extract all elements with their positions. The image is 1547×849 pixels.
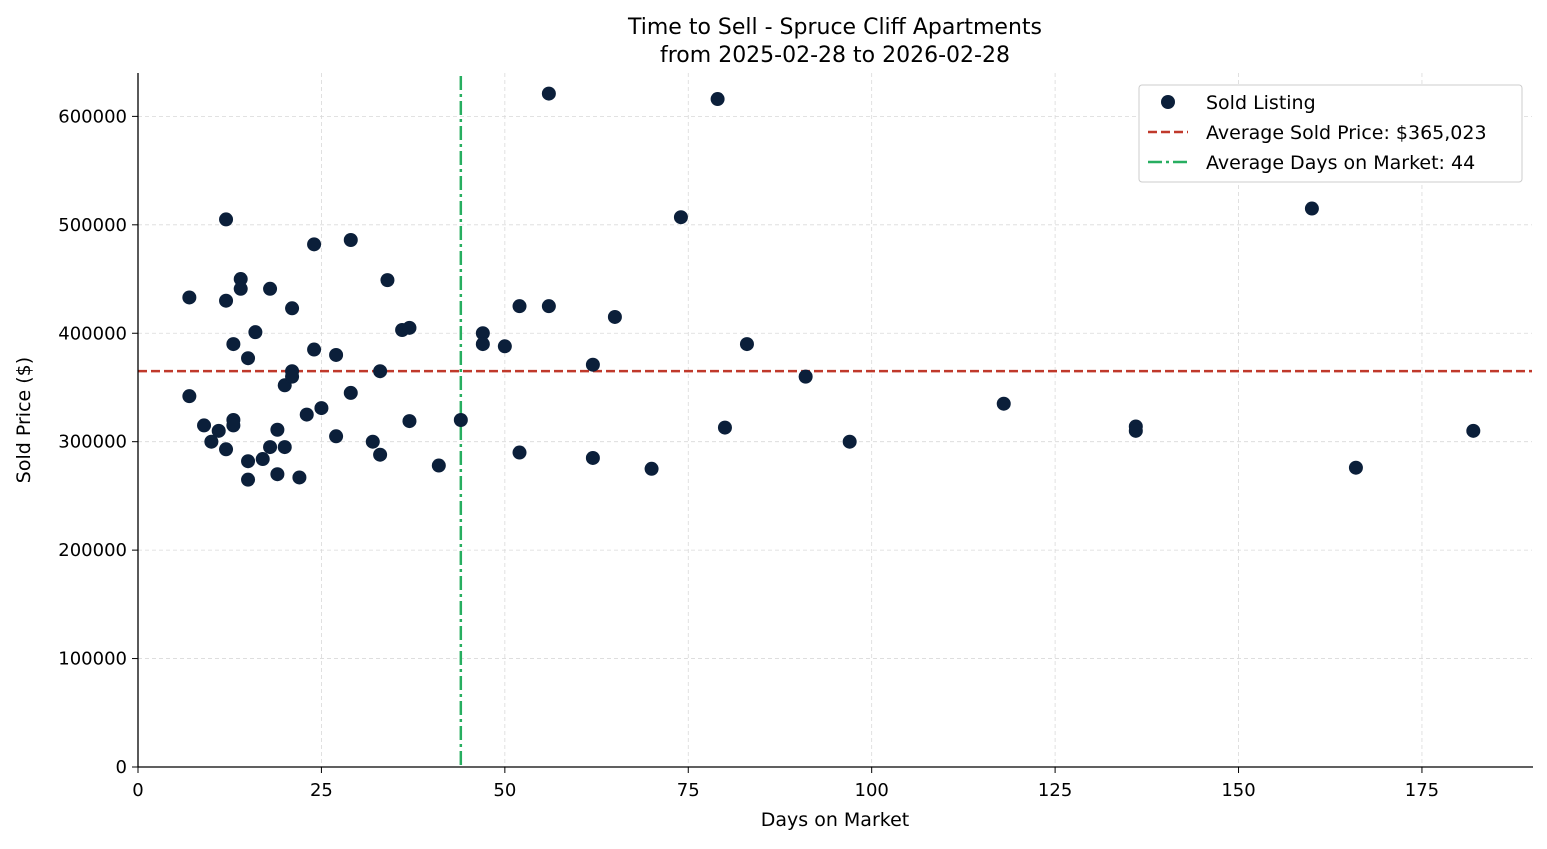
x-tick-label: 125 bbox=[1038, 780, 1072, 801]
data-point bbox=[182, 290, 197, 305]
points bbox=[182, 86, 1481, 487]
data-point bbox=[233, 281, 248, 296]
data-point bbox=[248, 325, 263, 340]
data-point bbox=[497, 339, 512, 354]
data-point bbox=[197, 418, 212, 433]
x-tick-label: 25 bbox=[310, 780, 333, 801]
x-tick-label: 50 bbox=[493, 780, 516, 801]
data-point bbox=[263, 440, 278, 455]
x-tick-label: 175 bbox=[1405, 780, 1439, 801]
data-point bbox=[241, 351, 256, 366]
data-point bbox=[1128, 423, 1143, 438]
data-point bbox=[211, 423, 226, 438]
data-point bbox=[292, 470, 307, 485]
data-point bbox=[255, 452, 270, 467]
x-tick-label: 75 bbox=[677, 780, 700, 801]
data-point bbox=[329, 429, 344, 444]
y-tick-label: 400000 bbox=[58, 323, 127, 344]
data-point bbox=[204, 434, 219, 449]
data-point bbox=[307, 237, 322, 252]
y-ticks: 0 100000 200000 300000 400000 500000 600000 bbox=[58, 106, 138, 778]
legend-marker-sold bbox=[1161, 95, 1175, 109]
data-point bbox=[270, 467, 285, 482]
chart-subtitle: from 2025-02-28 to 2026-02-28 bbox=[660, 43, 1010, 68]
data-point bbox=[607, 309, 622, 324]
x-axis-label: Days on Market bbox=[761, 809, 909, 831]
data-point bbox=[219, 293, 234, 308]
data-point bbox=[453, 413, 468, 427]
legend-box bbox=[1138, 84, 1523, 183]
data-point bbox=[710, 92, 725, 107]
x-tick-label: 150 bbox=[1221, 780, 1255, 801]
data-point bbox=[226, 418, 241, 433]
data-point bbox=[402, 414, 417, 429]
data-point bbox=[996, 396, 1011, 411]
data-point bbox=[431, 458, 446, 473]
data-point bbox=[644, 461, 659, 476]
data-point bbox=[263, 281, 278, 296]
legend-label-avg-days: Average Days on Market: 44 bbox=[1206, 152, 1475, 174]
data-point bbox=[307, 342, 322, 357]
data-point bbox=[798, 369, 813, 384]
data-point bbox=[1348, 460, 1363, 475]
y-tick-label: 300000 bbox=[58, 432, 127, 453]
data-point bbox=[299, 407, 314, 422]
data-point bbox=[233, 272, 248, 287]
data-point bbox=[673, 210, 688, 225]
data-point bbox=[343, 385, 358, 400]
y-tick-label: 600000 bbox=[58, 106, 127, 127]
legend-label-sold: Sold Listing bbox=[1206, 92, 1316, 114]
data-point bbox=[512, 299, 527, 314]
data-point bbox=[314, 401, 329, 416]
data-point bbox=[512, 445, 527, 460]
data-point bbox=[380, 273, 395, 288]
data-point bbox=[1466, 423, 1481, 438]
data-point bbox=[585, 357, 600, 372]
data-point bbox=[541, 299, 556, 314]
data-point bbox=[343, 232, 358, 247]
data-point bbox=[219, 442, 234, 457]
y-tick-label: 0 bbox=[116, 757, 127, 778]
data-point bbox=[285, 369, 300, 384]
data-point bbox=[182, 389, 197, 404]
data-point bbox=[241, 472, 256, 487]
data-point bbox=[373, 364, 388, 379]
x-tick-label: 0 bbox=[132, 780, 143, 801]
data-point bbox=[219, 212, 234, 227]
y-tick-label: 100000 bbox=[58, 649, 127, 670]
data-point bbox=[285, 301, 300, 316]
data-point bbox=[739, 337, 754, 352]
data-point bbox=[1304, 201, 1319, 216]
y-tick-label: 200000 bbox=[58, 540, 127, 561]
data-point bbox=[842, 434, 857, 449]
data-point bbox=[270, 422, 285, 437]
data-point bbox=[541, 86, 556, 101]
data-point bbox=[277, 440, 292, 455]
data-point bbox=[365, 434, 380, 449]
data-point bbox=[373, 447, 388, 462]
legend-label-avg-price: Average Sold Price: $365,023 bbox=[1206, 122, 1487, 144]
data-point bbox=[475, 326, 490, 341]
chart-title: Time to Sell - Spruce Cliff Apartments bbox=[627, 15, 1042, 40]
data-point bbox=[241, 454, 256, 469]
y-axis-label: Sold Price ($) bbox=[13, 357, 35, 483]
data-point bbox=[226, 337, 241, 352]
x-tick-label: 100 bbox=[855, 780, 889, 801]
data-point bbox=[402, 320, 417, 335]
data-point bbox=[585, 450, 600, 465]
legend: Sold Listing Average Sold Price: $365,02… bbox=[1138, 84, 1523, 183]
data-point bbox=[475, 337, 490, 352]
data-point bbox=[717, 420, 732, 435]
x-ticks: 0 25 50 75 100 125 150 175 bbox=[132, 767, 1439, 801]
y-tick-label: 500000 bbox=[58, 215, 127, 236]
data-point bbox=[329, 347, 344, 362]
